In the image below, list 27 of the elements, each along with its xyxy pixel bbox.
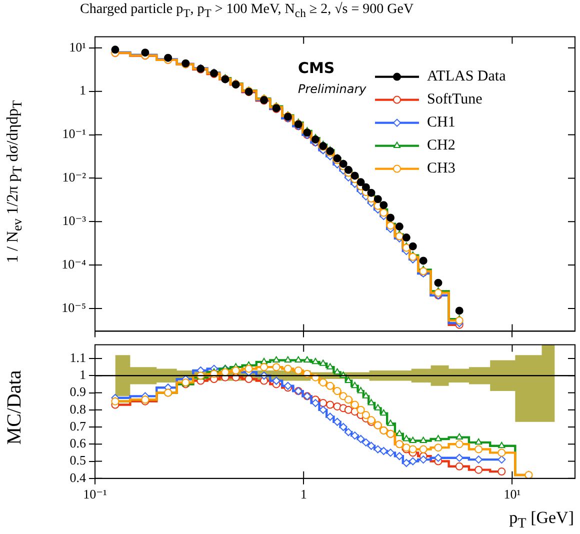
y-tick-label: 10⁻¹	[62, 126, 86, 142]
y-tick-label: 10⁻⁵	[62, 300, 86, 315]
y-tick-label: 0.6	[70, 436, 86, 451]
x-axis-title: p$_{T}$ [GeV]	[509, 508, 574, 532]
x-tick-label: 10¹	[504, 486, 521, 502]
y-tick-label: 10⁻⁴	[62, 256, 86, 272]
y-axis-title: MC/Data	[4, 369, 26, 447]
y-tick-label: 10⁻³	[62, 213, 86, 228]
legend-label: ATLAS Data	[427, 68, 506, 85]
legend-label: CH1	[427, 114, 456, 131]
legend-label: CH2	[427, 138, 456, 154]
legend-label: CH3	[427, 160, 456, 177]
y-tick-label: 0.5	[70, 452, 86, 468]
y-tick-label: 1.1	[70, 350, 86, 365]
x-tick-label: 1	[300, 486, 307, 502]
chart-title: Charged particle p$_{T}$, p$_{T}$ > 100 MeV, N$_{ch}$ ≥ 2, √s = 900 GeV	[80, 2, 415, 20]
y-tick-label: 0.7	[70, 418, 86, 434]
annotation: Preliminary	[298, 82, 368, 96]
y-tick-label: 10⁻²	[62, 170, 86, 185]
y-tick-label: 1	[80, 367, 86, 382]
y-tick-label: 0.4	[70, 470, 86, 485]
annotation: CMS	[298, 58, 335, 77]
y-tick-label: 0.9	[70, 384, 86, 400]
y-tick-label: 1	[80, 82, 86, 98]
y-tick-label: 10¹	[69, 39, 86, 54]
y-tick-label: 0.8	[70, 401, 86, 416]
legend-label: SoftTune	[427, 92, 483, 108]
